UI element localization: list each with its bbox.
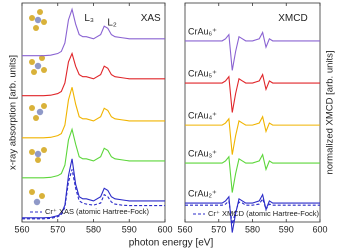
- legend-label: Cr⁺ XAS (atomic Hartree-Fock): [45, 207, 149, 216]
- series-label: CrAu₂⁺: [188, 188, 217, 198]
- annotation: L₂: [107, 17, 117, 28]
- spectrum-line: [22, 158, 165, 219]
- x-tick-label: 590: [279, 224, 294, 234]
- series-label: CrAu₃⁺: [188, 148, 217, 158]
- series-label: CrAu₅⁺: [188, 68, 217, 78]
- spectrum-line: [22, 7, 165, 57]
- y-axis-label: normalized XMCD [arb. units]: [325, 50, 336, 174]
- series-label: CrAu₄⁺: [188, 111, 217, 121]
- spectrum-line: [22, 127, 165, 179]
- annotation: XMCD: [278, 13, 307, 24]
- spectrum-line: [185, 115, 320, 155]
- x-tick-label: 570: [211, 224, 226, 234]
- x-axis-label: photon energy [eV]: [129, 238, 214, 249]
- x-tick-label: 580: [86, 224, 101, 234]
- spectrum-line: [185, 30, 320, 71]
- x-tick-label: 600: [312, 224, 327, 234]
- x-tick-label: 560: [14, 224, 29, 234]
- series-label: CrAu₆⁺: [188, 26, 217, 36]
- cluster-icons: [29, 9, 47, 206]
- x-tick-label: 600: [157, 224, 172, 234]
- x-tick-label: 560: [177, 224, 192, 234]
- annotation: XAS: [141, 13, 161, 24]
- spectrum-line: [185, 153, 320, 193]
- y-axis-label: x-ray absorption [arb. units]: [8, 55, 19, 170]
- spectrum-line: [185, 193, 320, 233]
- x-tick-label: 580: [245, 224, 260, 234]
- spectrum-line: [185, 73, 320, 113]
- x-tick-label: 590: [122, 224, 137, 234]
- spectrum-line: [22, 51, 165, 97]
- spectrum-line: [22, 87, 165, 139]
- legend-label: Cr⁺ XMCD (atomic Hartree-Fock): [208, 209, 320, 218]
- x-tick-label: 570: [50, 224, 65, 234]
- annotation: L₃: [84, 13, 94, 24]
- plot-frame: [21, 2, 166, 223]
- reference-line: [22, 169, 165, 220]
